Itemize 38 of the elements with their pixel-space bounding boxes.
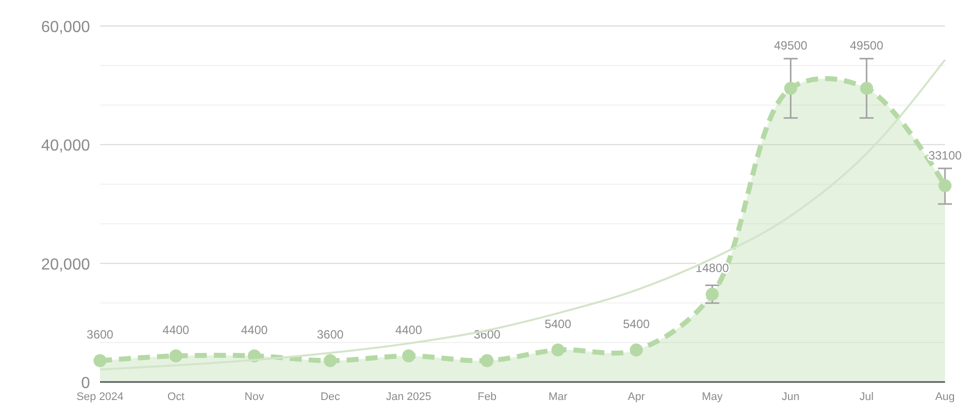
point <box>784 82 798 95</box>
x-tick-label: May <box>702 391 724 403</box>
data-label: 49500 <box>850 38 884 53</box>
data-label: 5400 <box>622 316 650 331</box>
data-label: 4400 <box>395 322 422 337</box>
x-tick-label: Aug <box>935 391 955 403</box>
point <box>324 354 337 368</box>
point <box>630 343 643 356</box>
y-tick-label: 20,000 <box>41 256 90 274</box>
data-label: 4400 <box>162 322 190 337</box>
point <box>860 82 874 95</box>
point <box>706 288 719 301</box>
x-tick-label: Feb <box>478 391 497 403</box>
x-tick-label: Jul <box>860 391 874 403</box>
x-tick-label: Nov <box>244 391 265 403</box>
data-label: 33100 <box>928 148 962 162</box>
point <box>938 179 952 192</box>
data-label: 14800 <box>696 261 730 276</box>
data-label: 3600 <box>316 328 344 342</box>
point <box>551 343 564 356</box>
data-label: 5400 <box>544 316 572 331</box>
x-tick-label: Mar <box>548 391 568 403</box>
x-tick-label: Jan 2025 <box>386 391 432 403</box>
x-tick-label: Jun <box>782 391 800 403</box>
x-tick-label: Apr <box>628 391 646 403</box>
data-label: 3600 <box>86 328 114 342</box>
x-tick-label: Sep 2024 <box>76 391 124 403</box>
y-tick-label: 0 <box>81 375 90 392</box>
y-tick-label: 40,000 <box>41 138 90 155</box>
point <box>480 354 494 368</box>
x-tick-label: Oct <box>167 391 184 403</box>
x-tick-label: Dec <box>320 391 341 403</box>
point <box>402 349 416 362</box>
point <box>169 349 182 362</box>
point <box>94 354 106 368</box>
y-tick-label: 60,000 <box>41 19 90 36</box>
data-label: 4400 <box>240 322 268 337</box>
data-label: 49500 <box>774 38 808 53</box>
